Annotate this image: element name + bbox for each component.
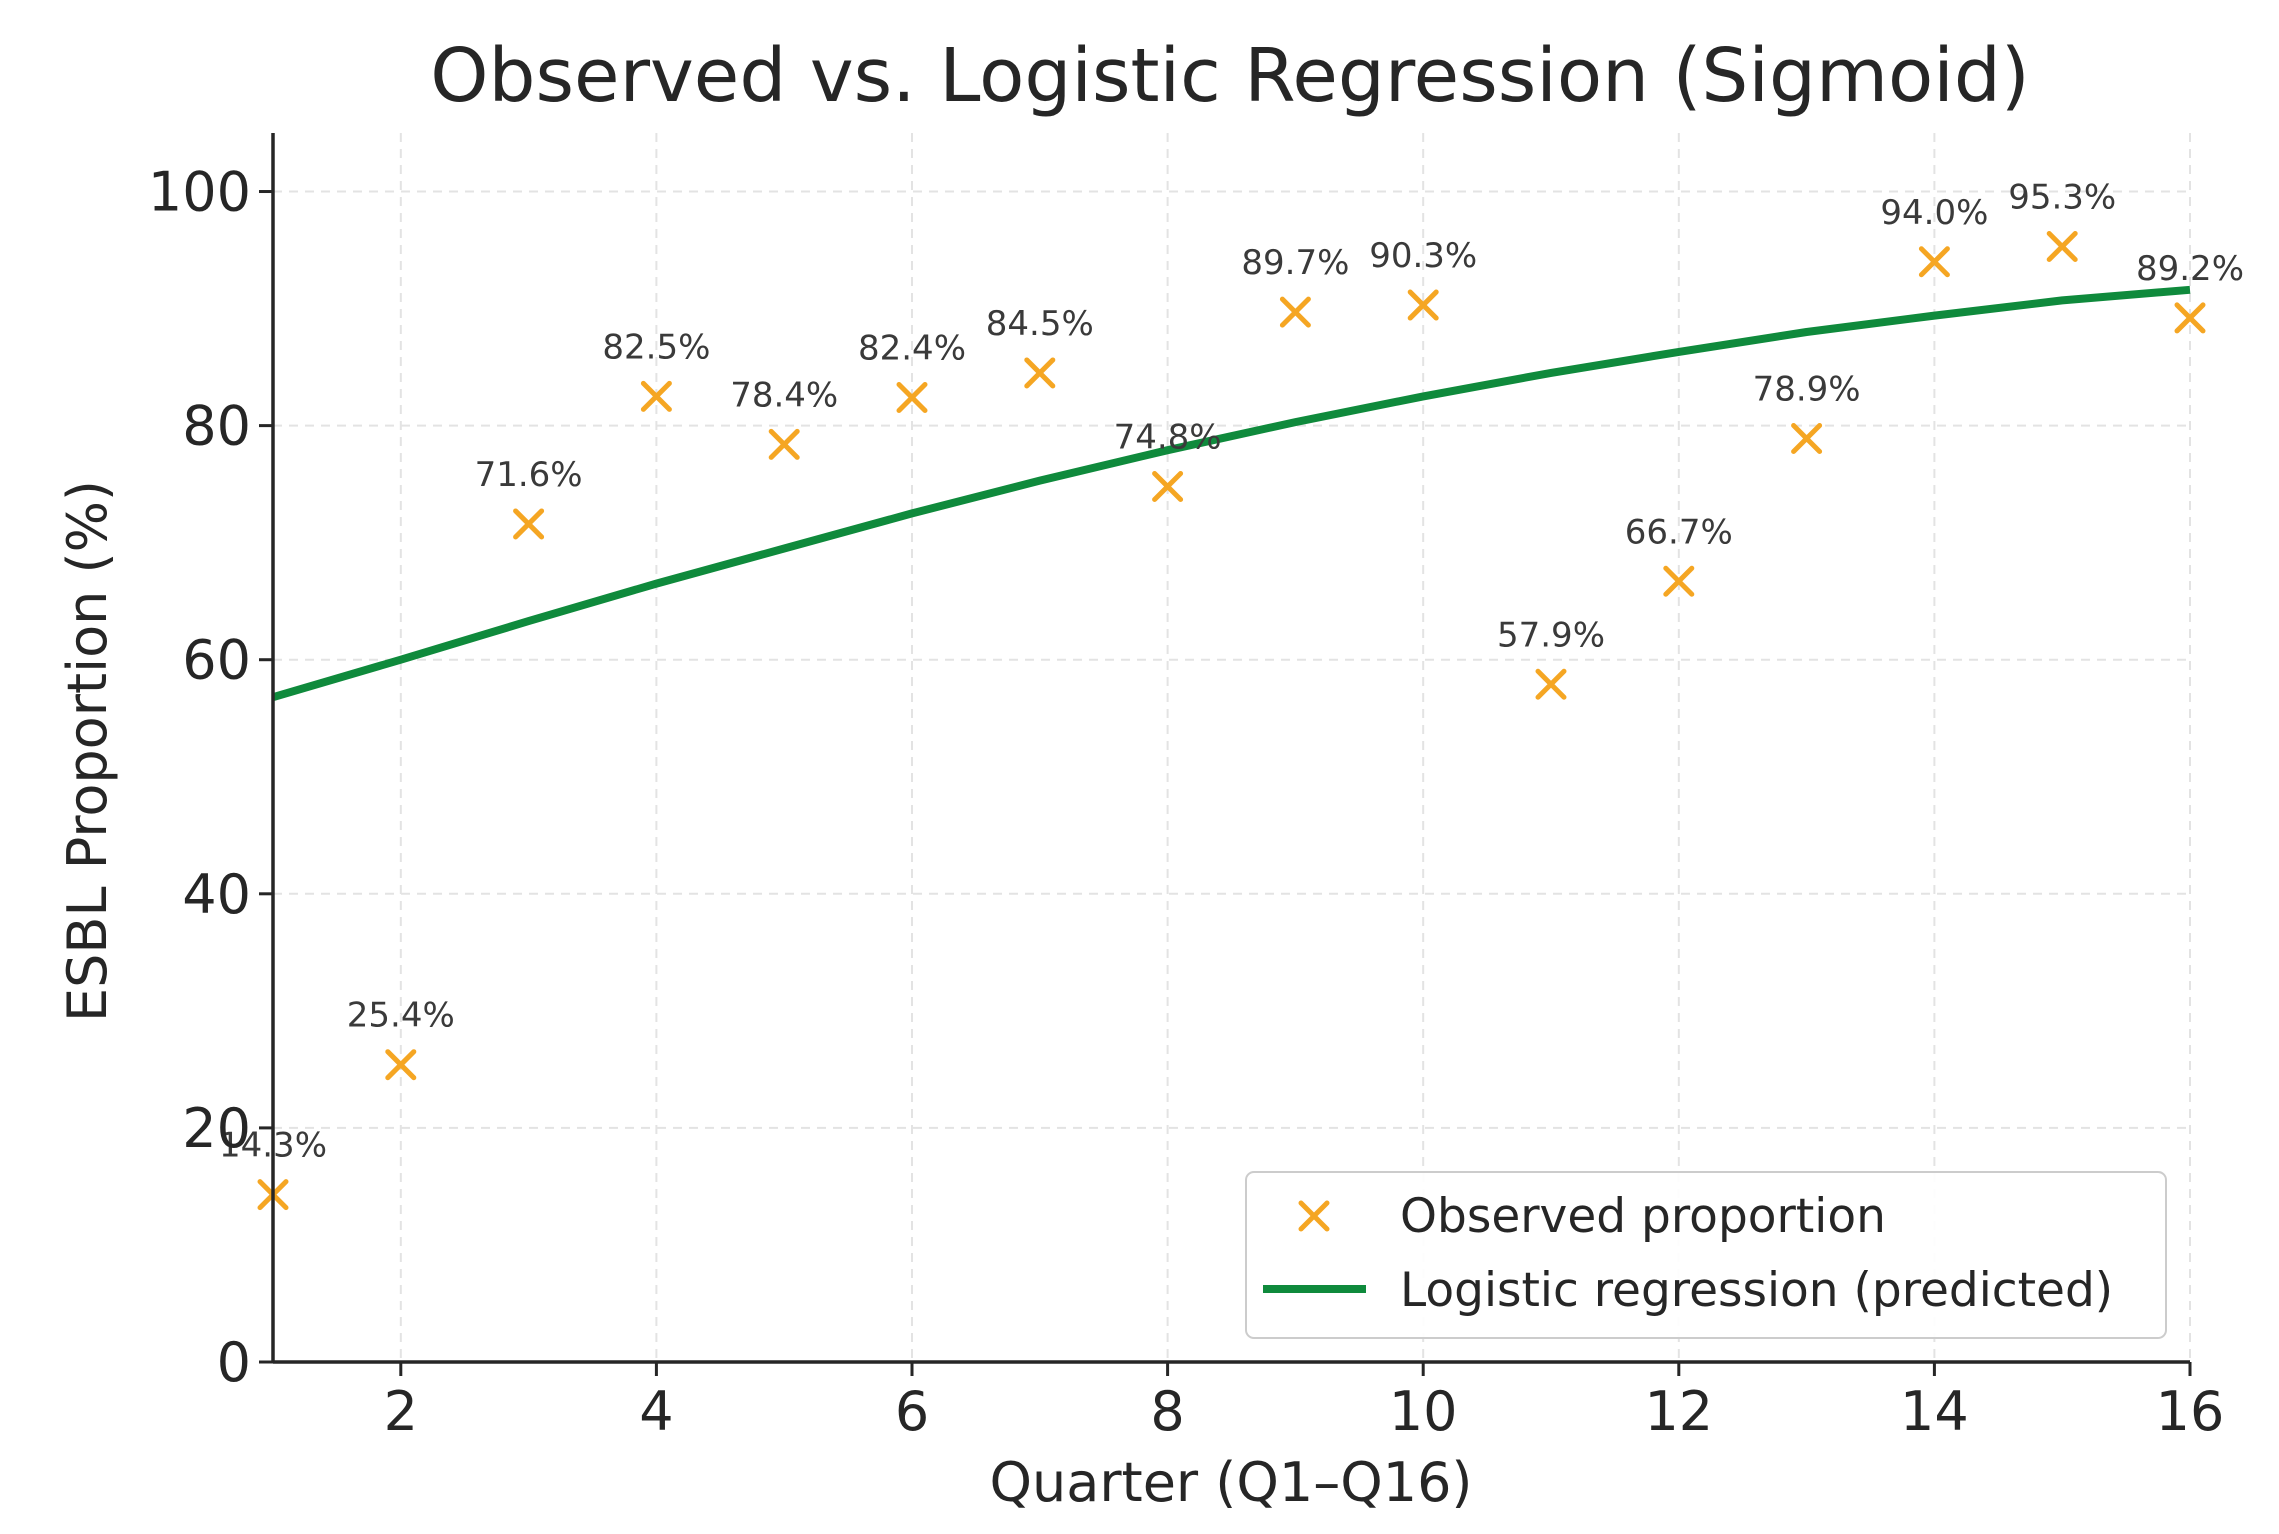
data-label: 82.4% (858, 329, 966, 369)
grid (273, 133, 2191, 1362)
data-labels-layer: 14.3%25.4%71.6%82.5%78.4%82.4%84.5%74.8%… (219, 178, 2244, 1166)
observed-point (1663, 565, 1695, 597)
data-label: 74.8% (1114, 417, 1222, 457)
data-label: 95.3% (2008, 178, 2116, 218)
data-label: 57.9% (1497, 615, 1605, 655)
x-tick-label: 10 (1389, 1380, 1458, 1443)
legend-x-marker-icon (1298, 1200, 1330, 1232)
y-tick-label: 0 (217, 1331, 251, 1394)
x-tick-label: 8 (1150, 1380, 1184, 1443)
chart-title: Observed vs. Logistic Regression (Sigmoi… (430, 33, 2029, 119)
data-label: 66.7% (1625, 512, 1733, 552)
data-label: 78.9% (1753, 369, 1861, 409)
observed-point (1152, 470, 1184, 502)
y-tick-label: 60 (182, 629, 251, 692)
x-tick-label: 6 (895, 1380, 929, 1443)
x-tick-label: 12 (1644, 1380, 1713, 1443)
y-tick-label: 40 (182, 863, 251, 926)
data-label: 25.4% (347, 996, 455, 1036)
y-axis-label: ESBL Proportion (%) (56, 480, 119, 1022)
tick-labels: 2 4 6 8 10 12 14 16 0 20 40 60 80 100 (148, 161, 2224, 1443)
observed-point (1279, 296, 1311, 328)
observed-point (1791, 422, 1823, 454)
data-label: 89.7% (1241, 243, 1349, 283)
data-label: 78.4% (730, 375, 838, 415)
legend-label-observed: Observed proportion (1400, 1189, 1886, 1244)
observed-point (768, 428, 800, 460)
y-tick-label: 20 (182, 1097, 251, 1160)
x-tick-label: 2 (384, 1380, 418, 1443)
x-axis-label: Quarter (Q1–Q16) (990, 1451, 1473, 1514)
observed-point (1918, 246, 1950, 278)
observed-point (1535, 668, 1567, 700)
observed-point (385, 1049, 417, 1081)
x-tick-label: 14 (1900, 1380, 1969, 1443)
y-tick-label: 80 (182, 395, 251, 458)
y-tick-label: 100 (148, 161, 251, 224)
data-label: 94.0% (1880, 193, 1988, 233)
data-label: 84.5% (986, 304, 1094, 344)
data-label: 89.2% (2136, 249, 2244, 289)
observed-point (513, 508, 545, 540)
observed-point (1024, 357, 1056, 389)
regression-line-layer (271, 285, 2191, 702)
axes (271, 133, 2190, 1364)
x-tick-label: 16 (2156, 1380, 2225, 1443)
data-label: 71.6% (475, 455, 583, 495)
regression-line (271, 285, 2191, 702)
x-tick-label: 4 (639, 1380, 673, 1443)
observed-point (640, 380, 672, 412)
data-label: 82.5% (602, 327, 710, 367)
observed-point (2174, 302, 2206, 334)
observed-points-layer (257, 231, 2206, 1211)
observed-point (2046, 231, 2078, 263)
legend-box (1245, 1171, 2167, 1339)
legend-label-regression: Logistic regression (predicted) (1400, 1263, 2113, 1318)
observed-point (896, 382, 928, 414)
observed-point (1407, 289, 1439, 321)
legend: Observed proportion Logistic regression … (1245, 1171, 2167, 1339)
data-label: 90.3% (1369, 236, 1477, 276)
